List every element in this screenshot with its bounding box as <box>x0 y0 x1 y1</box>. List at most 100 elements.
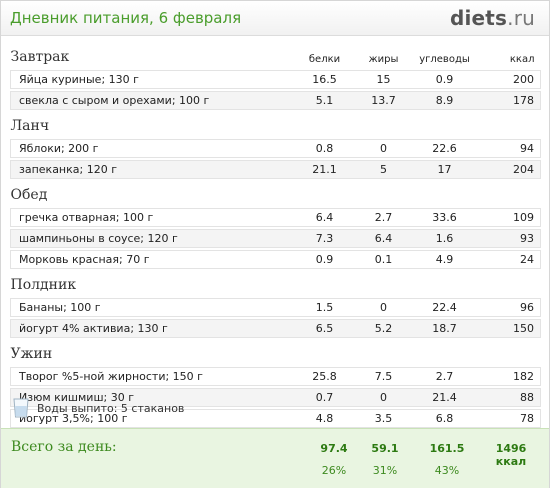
food-fat: 0 <box>358 388 409 407</box>
food-kcal: 109 <box>480 208 541 227</box>
food-row[interactable]: шампиньоны в соусе; 120 г 7.3 6.4 1.6 93 <box>10 229 541 248</box>
food-fat: 5.2 <box>358 319 409 338</box>
food-protein: 16.5 <box>290 70 359 89</box>
meal-header: Обед <box>11 185 541 203</box>
food-row[interactable]: Морковь красная; 70 г 0.9 0.1 4.9 24 <box>10 250 541 269</box>
totals-kcal: 1496 ккал <box>495 442 527 468</box>
food-row[interactable]: йогурт 3,5%; 100 г 4.8 3.5 6.8 78 <box>10 409 541 428</box>
food-kcal: 94 <box>480 139 541 158</box>
site-logo[interactable]: diets.ru <box>450 6 535 30</box>
food-carbs: 22.6 <box>408 139 481 158</box>
food-row[interactable]: Творог %5-ной жирности; 150 г 25.8 7.5 2.7 1… <box>10 367 541 386</box>
water-intake: Воды выпито: 5 стаканов <box>13 398 184 418</box>
food-row[interactable]: Бананы; 100 г 1.5 0 22.4 96 <box>10 298 541 317</box>
totals-label: Всего за день: <box>11 439 117 455</box>
food-kcal: 78 <box>480 409 541 428</box>
food-fat: 0 <box>358 298 409 317</box>
food-name: Творог %5-ной жирности; 150 г <box>10 367 291 386</box>
food-carbs: 2.7 <box>408 367 481 386</box>
food-carbs: 6.8 <box>408 409 481 428</box>
food-protein: 6.4 <box>290 208 359 227</box>
water-value: 5 стаканов <box>120 401 185 415</box>
food-carbs: 0.9 <box>408 70 481 89</box>
food-protein: 1.5 <box>290 298 359 317</box>
food-name: Яйца куриные; 130 г <box>10 70 291 89</box>
food-protein: 4.8 <box>290 409 359 428</box>
food-row[interactable]: Изюм кишмиш; 30 г 0.7 0 21.4 88 <box>10 388 541 407</box>
food-diary-table: Завтрак белки жиры углеводы ккал Яйца куриные… <box>10 47 541 428</box>
totals-carbs-pct: 43% <box>434 464 460 477</box>
food-fat: 0 <box>358 139 409 158</box>
food-carbs: 22.4 <box>408 298 481 317</box>
food-fat: 2.7 <box>358 208 409 227</box>
food-kcal: 96 <box>480 298 541 317</box>
food-row[interactable]: гречка отварная; 100 г 6.4 2.7 33.6 109 <box>10 208 541 227</box>
col-header-carbs: углеводы <box>419 54 470 65</box>
food-name: Изюм кишмиш; 30 г <box>10 388 291 407</box>
food-kcal: 178 <box>480 91 541 110</box>
col-header-protein: белки <box>308 54 341 65</box>
food-carbs: 21.4 <box>408 388 481 407</box>
food-name: запеканка; 120 г <box>10 160 291 179</box>
food-carbs: 1.6 <box>408 229 481 248</box>
food-protein: 0.9 <box>290 250 359 269</box>
food-kcal: 204 <box>480 160 541 179</box>
food-row[interactable]: свекла с сыром и орехами; 100 г 5.1 13.7 8.… <box>10 91 541 110</box>
food-name: гречка отварная; 100 г <box>10 208 291 227</box>
meal-name: Ужин <box>10 346 53 362</box>
food-name: свекла с сыром и орехами; 100 г <box>10 91 291 110</box>
meal-header: Ланч <box>11 116 541 134</box>
food-kcal: 93 <box>480 229 541 248</box>
totals-fat: 59.1 <box>371 442 399 455</box>
food-fat: 13.7 <box>358 91 409 110</box>
totals-fat-pct: 31% <box>372 464 398 477</box>
col-header-fat: жиры <box>368 54 399 65</box>
meal-header: Полдник <box>11 275 541 293</box>
daily-totals: Всего за день: 97.4 59.1 161.5 1496 ккал… <box>1 428 549 488</box>
food-fat: 7.5 <box>358 367 409 386</box>
food-carbs: 8.9 <box>408 91 481 110</box>
meal-name: Полдник <box>10 277 77 293</box>
meal-name: Завтрак <box>10 49 70 65</box>
food-carbs: 4.9 <box>408 250 481 269</box>
totals-protein: 97.4 <box>320 442 348 455</box>
food-carbs: 17 <box>408 160 481 179</box>
water-label: Воды выпито: <box>37 401 118 415</box>
meal-name: Обед <box>10 187 48 203</box>
food-kcal: 182 <box>480 367 541 386</box>
food-kcal: 88 <box>480 388 541 407</box>
food-fat: 0.1 <box>358 250 409 269</box>
food-protein: 6.5 <box>290 319 359 338</box>
food-row[interactable]: Яйца куриные; 130 г 16.5 15 0.9 200 <box>10 70 541 89</box>
food-carbs: 33.6 <box>408 208 481 227</box>
food-protein: 25.8 <box>290 367 359 386</box>
logo-tld: .ru <box>507 6 535 30</box>
food-carbs: 18.7 <box>408 319 481 338</box>
food-fat: 15 <box>358 70 409 89</box>
food-fat: 5 <box>358 160 409 179</box>
food-protein: 5.1 <box>290 91 359 110</box>
food-fat: 6.4 <box>358 229 409 248</box>
water-glass-icon <box>13 398 29 418</box>
food-name: Яблоки; 200 г <box>10 139 291 158</box>
food-protein: 0.7 <box>290 388 359 407</box>
food-name: йогурт 3,5%; 100 г <box>10 409 291 428</box>
food-name: йогурт 4% активиа; 130 г <box>10 319 291 338</box>
logo-main: diets <box>449 6 508 30</box>
food-protein: 7.3 <box>290 229 359 248</box>
food-kcal: 200 <box>480 70 541 89</box>
food-name: Морковь красная; 70 г <box>10 250 291 269</box>
totals-carbs: 161.5 <box>429 442 465 455</box>
food-row[interactable]: запеканка; 120 г 21.1 5 17 204 <box>10 160 541 179</box>
food-row[interactable]: Яблоки; 200 г 0.8 0 22.6 94 <box>10 139 541 158</box>
food-kcal: 24 <box>480 250 541 269</box>
card-header: Дневник питания, 6 февраля diets.ru <box>1 1 549 36</box>
food-protein: 0.8 <box>290 139 359 158</box>
food-row[interactable]: йогурт 4% активиа; 130 г 6.5 5.2 18.7 150 <box>10 319 541 338</box>
col-header-kcal: ккал <box>509 54 535 65</box>
totals-protein-pct: 26% <box>321 464 347 477</box>
meal-header: Ужин <box>11 344 541 362</box>
meal-name: Ланч <box>10 118 50 134</box>
food-name: Бананы; 100 г <box>10 298 291 317</box>
